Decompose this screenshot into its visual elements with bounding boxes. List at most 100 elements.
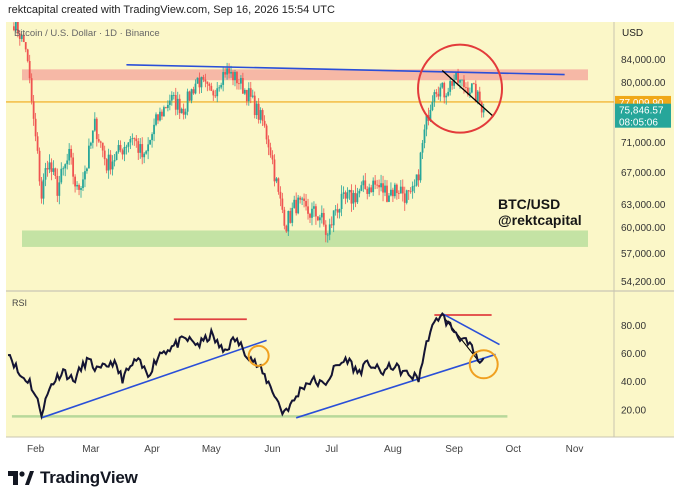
candle-body [267, 139, 270, 148]
candle-body [273, 159, 276, 182]
candle-body [161, 111, 163, 117]
candle-body [465, 87, 467, 88]
candle-body [66, 160, 69, 165]
candle-body [360, 185, 363, 191]
price-axis[interactable]: 84,000.00 80,000.00 71,000.00 67,000.00 63,0… [615, 28, 671, 288]
candle-body [48, 162, 51, 170]
candle-body [68, 148, 71, 161]
footer: TradingView [8, 468, 138, 488]
candle-body [332, 210, 335, 226]
candle-body [172, 94, 175, 96]
candle-body [123, 147, 126, 155]
candle-body [184, 111, 187, 115]
candle-body [240, 78, 242, 84]
x-tick-label: Sep [445, 444, 463, 455]
candle-body [259, 110, 262, 120]
candle-body [182, 108, 185, 115]
candle-body [117, 144, 120, 152]
candle-body [196, 77, 199, 84]
candle-body [78, 184, 80, 190]
candle-body [88, 145, 90, 169]
candle-body [354, 192, 357, 203]
candle-body [62, 168, 65, 170]
x-tick-label: Apr [144, 444, 160, 455]
candle-body [459, 79, 461, 83]
candle-body [155, 114, 157, 125]
candle-body [192, 89, 195, 94]
resistance-zone [22, 69, 588, 81]
candle-body [243, 89, 246, 94]
candle-body [291, 207, 294, 223]
candle-body [472, 83, 475, 85]
breakdown-trendline [441, 70, 495, 118]
candle-body [206, 81, 209, 84]
candle-body [230, 72, 232, 74]
candle-body [34, 118, 37, 137]
candle-body [283, 209, 286, 226]
candle-body [313, 206, 315, 209]
support-zone [22, 230, 588, 247]
candle-body [390, 189, 392, 196]
price-tick-label: 57,000.00 [621, 249, 666, 260]
candlestick-series [12, 22, 485, 243]
rsi-axis[interactable]: 80.00 60.00 40.00 20.00 [621, 321, 646, 417]
footer-brand: TradingView [40, 468, 138, 487]
candle-body [445, 95, 448, 98]
candle-body [277, 178, 280, 192]
candle-body [330, 224, 333, 226]
candle-body [480, 102, 483, 113]
price-tick-label: 71,000.00 [621, 138, 666, 149]
candle-body [433, 92, 436, 102]
candle-body [105, 159, 108, 171]
candle-body [141, 144, 144, 158]
candle-body [346, 192, 349, 199]
candle-body [303, 198, 305, 201]
candle-body [271, 155, 274, 160]
chart-canvas[interactable]: Bitcoin / U.S. Dollar · 1D · Binance BTC… [0, 22, 680, 462]
candle-body [176, 98, 179, 110]
highlight-circle [417, 43, 504, 134]
candle-body [316, 216, 319, 221]
candle-body [336, 209, 339, 213]
candle-body [232, 72, 234, 81]
candle-body [315, 206, 317, 217]
candle-body [441, 82, 444, 88]
candle-body [423, 129, 426, 144]
candle-body [457, 72, 459, 83]
candle-body [234, 71, 236, 81]
candle-body [393, 184, 396, 197]
candle-body [453, 79, 456, 86]
candle-body [362, 180, 365, 186]
candle-body [38, 150, 41, 182]
candle-body [139, 144, 142, 153]
candle-body [241, 78, 244, 94]
candle-body [247, 88, 250, 102]
x-tick-label: Feb [27, 444, 45, 455]
candle-body [455, 72, 457, 80]
candle-body [194, 83, 197, 94]
candle-body [56, 176, 59, 196]
candle-body [269, 147, 272, 156]
price-label-badge [615, 103, 671, 128]
candle-body [220, 84, 223, 88]
tradingview-logo-icon [8, 471, 34, 485]
candle-body [238, 83, 240, 85]
candle-body [435, 92, 438, 94]
chart-caption: rektcapital created with TradingView.com… [8, 4, 335, 16]
candle-body [12, 26, 15, 31]
candle-body [407, 190, 410, 192]
candle-body [145, 151, 148, 154]
candle-body [482, 109, 485, 113]
candle-body [111, 161, 114, 170]
candle-body [115, 151, 118, 161]
candle-body [54, 168, 57, 177]
candle-body [474, 83, 477, 102]
candle-body [307, 206, 309, 214]
x-tick-label: Nov [566, 444, 584, 455]
candle-body [289, 210, 292, 223]
candle-body [91, 130, 94, 143]
time-axis[interactable]: Feb Mar Apr May Jun Jul Aug Sep Oct Nov [27, 444, 583, 455]
candle-body [147, 144, 150, 152]
candle-body [287, 210, 290, 232]
candle-body [64, 164, 67, 169]
